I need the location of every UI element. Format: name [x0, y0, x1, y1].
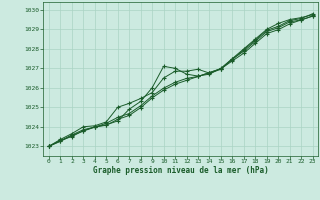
X-axis label: Graphe pression niveau de la mer (hPa): Graphe pression niveau de la mer (hPa): [93, 166, 269, 175]
